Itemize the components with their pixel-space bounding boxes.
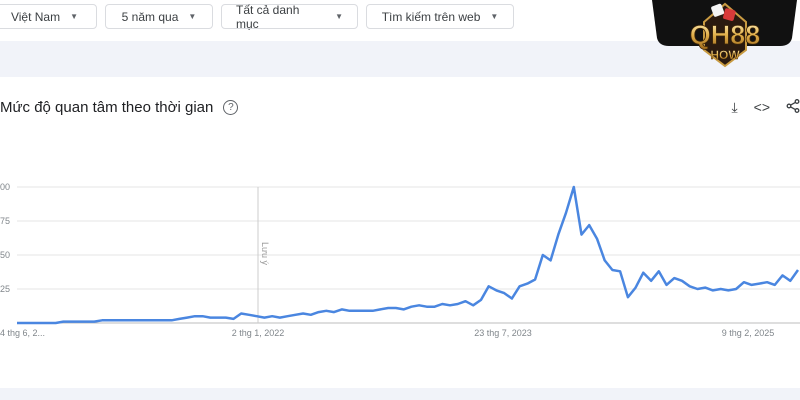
- series-line[interactable]: [17, 185, 800, 325]
- x-tick-label: 2 thg 1, 2022: [232, 328, 285, 338]
- qh88-logo: QH88 HOW: [652, 0, 797, 68]
- caret-down-icon: ▼: [188, 12, 197, 21]
- logo-subtext: HOW: [710, 48, 740, 62]
- search-type-label: Tìm kiếm trên web: [381, 9, 481, 24]
- caret-down-icon: ▼: [490, 12, 499, 21]
- y-tick-label: 75: [0, 216, 10, 226]
- interest-over-time-card: [0, 77, 800, 388]
- section-title: Mức độ quan tâm theo thời gian: [0, 99, 214, 116]
- x-tick-label: 14 thg 6, 2...: [0, 328, 45, 338]
- filter-bar: Việt Nam ▼ 5 năm qua ▼ Tất cả danh mục ▼ Tì…: [0, 2, 514, 31]
- section-header: Mức độ quan tâm theo thời gian ?: [0, 99, 239, 116]
- logo-text: QH88: [690, 20, 761, 50]
- y-tick-label: 100: [0, 182, 10, 192]
- chart-actions: ⤓ <>: [731, 99, 800, 116]
- annotation-label[interactable]: Lưu ý: [260, 242, 270, 266]
- x-tick-label: 9 thg 2, 2025: [722, 328, 775, 338]
- time-range-dropdown[interactable]: 5 năm qua ▼: [105, 4, 213, 29]
- time-range-label: 5 năm qua: [121, 9, 179, 24]
- category-label: Tất cả danh mục: [236, 2, 300, 31]
- embed-code-icon[interactable]: <>: [753, 99, 770, 115]
- y-tick-label: 50: [0, 250, 10, 260]
- x-tick-label: 23 thg 7, 2023: [474, 328, 532, 338]
- help-circle-icon[interactable]: ?: [223, 100, 239, 115]
- interest-line-chart: 100 75 50 25 Lưu ý 14 thg 6, 2... 2 thg 1, …: [0, 182, 800, 338]
- download-icon[interactable]: ⤓: [731, 99, 738, 115]
- category-dropdown[interactable]: Tất cả danh mục ▼: [221, 2, 358, 31]
- region-label: Việt Nam: [10, 9, 61, 24]
- y-tick-label: 25: [0, 284, 10, 294]
- caret-down-icon: ▼: [70, 12, 79, 21]
- search-type-dropdown[interactable]: Tìm kiếm trên web ▼: [366, 4, 514, 29]
- separator-band: [0, 41, 800, 77]
- caret-down-icon: ▼: [335, 12, 343, 21]
- region-dropdown[interactable]: Việt Nam ▼: [0, 4, 97, 29]
- separator-band: [0, 388, 800, 400]
- share-icon[interactable]: [786, 99, 800, 116]
